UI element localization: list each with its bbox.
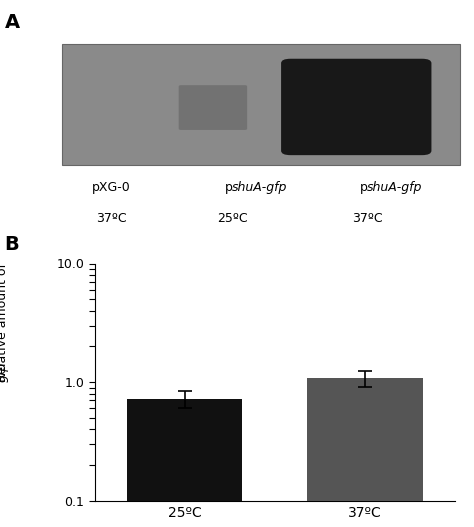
Bar: [62, 44, 460, 165]
Text: shuA-gfp: shuA-gfp: [367, 181, 423, 194]
Text: 37ºC: 37ºC: [96, 212, 127, 225]
Text: gfp: gfp: [0, 362, 9, 382]
FancyBboxPatch shape: [281, 58, 431, 155]
Text: p: p: [359, 181, 367, 194]
Text: A: A: [5, 13, 20, 32]
FancyBboxPatch shape: [179, 85, 247, 130]
Text: Relative amount of: Relative amount of: [0, 259, 9, 382]
Bar: [127, 399, 243, 527]
Text: p: p: [224, 181, 232, 194]
Bar: [307, 378, 423, 527]
Text: 25ºC: 25ºC: [217, 212, 247, 225]
Text: 37ºC: 37ºC: [352, 212, 383, 225]
Text: shuA-gfp: shuA-gfp: [232, 181, 288, 194]
Text: pXG-0: pXG-0: [92, 181, 131, 194]
Text: B: B: [5, 235, 19, 253]
